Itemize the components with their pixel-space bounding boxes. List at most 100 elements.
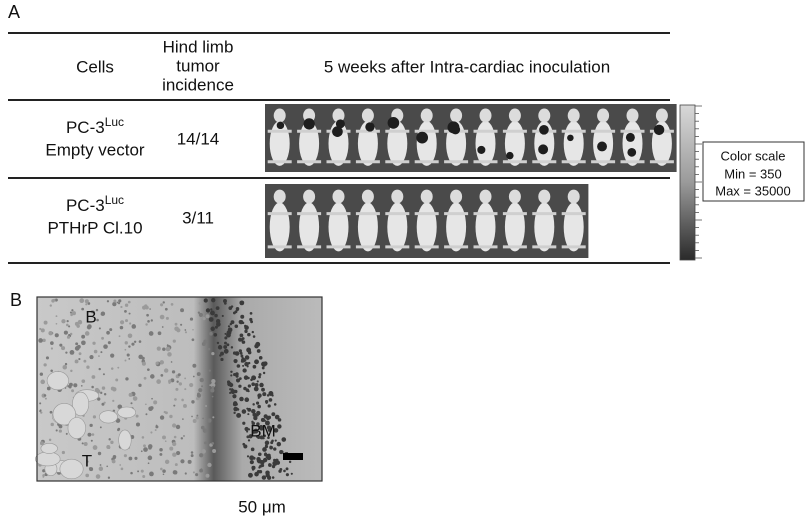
cell-nucleus bbox=[92, 445, 98, 450]
cell-nucleus bbox=[162, 435, 166, 440]
cell-nucleus bbox=[39, 327, 42, 331]
cell-nucleus bbox=[155, 361, 159, 365]
cell-nucleus bbox=[159, 314, 165, 320]
cell-nucleus bbox=[90, 439, 93, 442]
marrow-cell bbox=[210, 326, 215, 331]
cell-nucleus bbox=[107, 476, 111, 479]
cell-nucleus bbox=[159, 360, 165, 365]
marrow-cell bbox=[256, 422, 260, 426]
cell-nucleus bbox=[43, 320, 48, 325]
marrow-cell bbox=[254, 383, 259, 387]
cell-nucleus bbox=[176, 380, 179, 383]
marrow-cell bbox=[247, 347, 250, 351]
cell-nucleus bbox=[50, 347, 54, 350]
marrow-cell bbox=[239, 396, 244, 402]
cell-nucleus bbox=[55, 429, 58, 432]
mouse-body bbox=[563, 202, 584, 252]
marrow-cell bbox=[239, 333, 244, 338]
marrow-cell bbox=[263, 452, 268, 457]
cell-nucleus bbox=[87, 324, 92, 329]
cell-nucleus bbox=[118, 299, 122, 303]
cell-nucleus bbox=[180, 437, 184, 440]
cell-nucleus bbox=[128, 312, 131, 315]
signal-spot bbox=[332, 126, 343, 137]
cell-nucleus bbox=[54, 333, 59, 338]
mouse-body bbox=[475, 202, 496, 252]
cell-nucleus bbox=[192, 419, 197, 423]
cell-nucleus bbox=[184, 472, 187, 475]
cell-nucleus bbox=[207, 418, 212, 423]
marrow-cell bbox=[251, 330, 254, 334]
cell-nucleus bbox=[150, 374, 155, 379]
marrow-cell bbox=[274, 439, 277, 442]
cell-nucleus bbox=[109, 328, 113, 332]
cell-nucleus bbox=[195, 473, 199, 477]
marrow-cell bbox=[265, 415, 271, 421]
marrow-cell bbox=[227, 325, 231, 328]
marrow-cell bbox=[255, 341, 261, 347]
marrow-cell bbox=[220, 357, 224, 362]
cell-nucleus bbox=[203, 339, 208, 344]
mouse-body bbox=[387, 202, 408, 252]
cell-nucleus bbox=[103, 344, 108, 349]
marrow-cell bbox=[242, 368, 247, 373]
lacuna bbox=[99, 410, 118, 424]
marrow-cell bbox=[214, 313, 218, 318]
marrow-cell bbox=[258, 466, 261, 469]
cell-nucleus bbox=[76, 344, 81, 349]
marrow-cell bbox=[271, 412, 276, 417]
cell-nucleus bbox=[131, 342, 135, 346]
cell-nucleus bbox=[61, 450, 65, 455]
marrow-cell bbox=[258, 375, 261, 379]
marrow-cell bbox=[224, 336, 228, 340]
cell-nucleus bbox=[39, 409, 42, 412]
cell-nucleus bbox=[140, 469, 144, 473]
mouse-head bbox=[332, 108, 345, 123]
scale-bar bbox=[283, 453, 303, 460]
mouse-head bbox=[508, 108, 521, 123]
superscript: Luc bbox=[105, 115, 124, 129]
marrow-cell bbox=[238, 337, 243, 342]
cell-nucleus bbox=[155, 425, 159, 429]
cell-nucleus bbox=[69, 350, 75, 355]
cell-nucleus bbox=[161, 326, 164, 328]
signal-spot bbox=[387, 117, 400, 129]
mouse-body bbox=[475, 121, 496, 166]
marrow-cell bbox=[254, 471, 259, 477]
color-bar bbox=[679, 104, 696, 261]
cell-nucleus bbox=[42, 474, 45, 477]
marrow-cell bbox=[236, 364, 241, 368]
marrow-cell bbox=[232, 351, 237, 355]
cell-nucleus bbox=[209, 331, 213, 336]
marrow-cell bbox=[233, 358, 238, 364]
cell-nucleus bbox=[96, 318, 99, 322]
cell-nucleus bbox=[191, 338, 195, 342]
cell-nucleus bbox=[128, 358, 131, 360]
cell-nucleus bbox=[52, 298, 56, 302]
cell-nucleus bbox=[97, 451, 102, 456]
cell-nucleus bbox=[76, 324, 80, 328]
header-incidence: tumor bbox=[176, 56, 220, 75]
marrow-cell bbox=[264, 440, 270, 446]
marrow-cell bbox=[249, 317, 253, 322]
cell-nucleus bbox=[150, 431, 153, 434]
cell-nucleus bbox=[153, 400, 158, 405]
cell-nucleus bbox=[81, 334, 86, 339]
cell-nucleus bbox=[40, 411, 43, 414]
cell-nucleus bbox=[90, 310, 95, 314]
cell-nucleus bbox=[106, 300, 110, 303]
cell-nucleus bbox=[70, 369, 73, 373]
mouse-head bbox=[273, 189, 286, 204]
cell-nucleus bbox=[143, 447, 148, 452]
cell-nucleus bbox=[86, 365, 90, 369]
lacuna bbox=[117, 406, 137, 419]
cell-nucleus bbox=[95, 474, 101, 479]
marrow-cell bbox=[257, 404, 261, 409]
cell-nucleus bbox=[98, 355, 100, 357]
marrow-cell bbox=[244, 329, 248, 334]
cell-nucleus bbox=[42, 476, 45, 478]
cell-nucleus bbox=[170, 361, 173, 363]
signal-spot bbox=[335, 119, 345, 129]
marrow-cell bbox=[273, 447, 277, 451]
cell-nucleus bbox=[196, 372, 201, 377]
